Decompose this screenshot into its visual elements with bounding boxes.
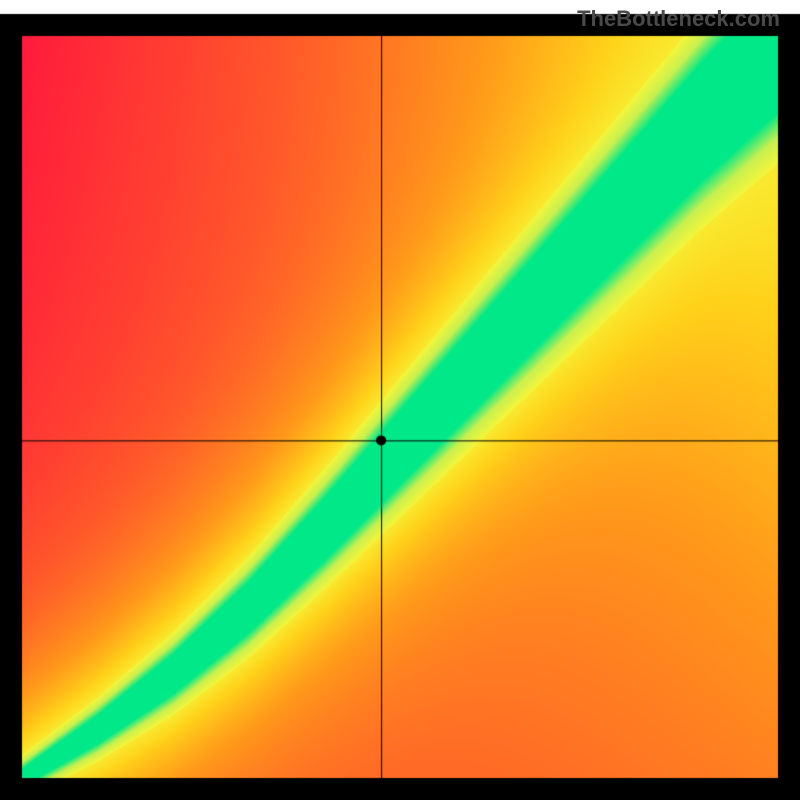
chart-container: TheBottleneck.com (0, 0, 800, 800)
bottleneck-heatmap (0, 0, 800, 800)
watermark-text: TheBottleneck.com (577, 6, 780, 32)
